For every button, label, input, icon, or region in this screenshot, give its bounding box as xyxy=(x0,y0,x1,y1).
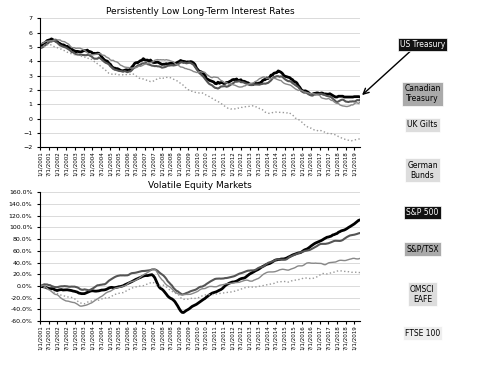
Title: Volatile Equity Markets: Volatile Equity Markets xyxy=(148,181,252,190)
Title: Persistently Low Long-Term Interest Rates: Persistently Low Long-Term Interest Rate… xyxy=(106,7,294,16)
Text: S&P/TSX: S&P/TSX xyxy=(406,245,439,254)
Text: S&P 500: S&P 500 xyxy=(406,208,438,217)
Text: OMSCI
EAFE: OMSCI EAFE xyxy=(410,285,435,304)
Text: US Treasury: US Treasury xyxy=(400,40,445,49)
Text: UK Gilts: UK Gilts xyxy=(408,120,438,130)
Text: German
Bunds: German Bunds xyxy=(407,161,438,180)
Text: Canadian
Treasury: Canadian Treasury xyxy=(404,84,440,103)
Text: FTSE 100: FTSE 100 xyxy=(405,328,440,338)
